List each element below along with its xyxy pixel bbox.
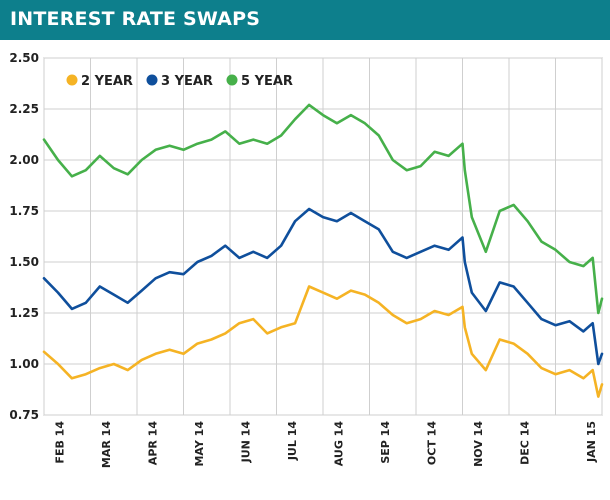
series-line [42, 207, 604, 366]
x-tick-label: MAY 14 [193, 421, 206, 467]
y-tick-label: 2.00 [9, 153, 39, 167]
x-tick-label: OCT 14 [425, 421, 438, 465]
x-tick-label: SEP 14 [379, 421, 392, 464]
legend-label: 5 YEAR [241, 74, 293, 89]
chart-header: INTEREST RATE SWAPS [0, 0, 610, 40]
x-tick-label: DEC 14 [518, 421, 531, 465]
x-tick-label: APR 14 [146, 421, 159, 466]
x-tick-label: NOV 14 [472, 421, 485, 467]
legend-marker [146, 74, 158, 86]
x-tick-label: MAR 14 [100, 421, 113, 468]
y-tick-label: 2.25 [9, 102, 39, 116]
x-tick-label: JUN 14 [239, 421, 252, 464]
legend-marker [66, 74, 78, 86]
legend-label: 2 YEAR [81, 74, 133, 89]
series-line [42, 285, 604, 398]
y-tick-label: 1.00 [9, 357, 39, 371]
series-line [42, 103, 604, 315]
y-tick-label: 0.75 [9, 408, 39, 422]
x-tick-label: JUL 14 [286, 421, 299, 462]
x-tick-label: AUG 14 [332, 421, 345, 467]
y-tick-label: 1.50 [9, 255, 39, 269]
y-tick-label: 1.75 [9, 204, 39, 218]
interest-rate-swaps-chart: 2.50 2.25 2.00 1.75 1.50 1.25 1.00 0.75 FEB 14 MA… [9, 51, 604, 468]
legend: 2 YEAR 3 YEAR 5 YEAR [66, 74, 293, 89]
x-tick-label: JAN 15 [585, 421, 598, 463]
legend-marker [226, 74, 238, 86]
x-tick-label: FEB 14 [53, 421, 66, 464]
series-layer [42, 103, 604, 398]
y-tick-label: 1.25 [9, 306, 39, 320]
legend-label: 3 YEAR [161, 74, 213, 89]
axis-layer: 2.50 2.25 2.00 1.75 1.50 1.25 1.00 0.75 FEB 14 MA… [9, 51, 597, 468]
grid-layer [43, 57, 603, 416]
chart-title: INTEREST RATE SWAPS [10, 8, 261, 30]
y-tick-label: 2.50 [9, 51, 39, 65]
